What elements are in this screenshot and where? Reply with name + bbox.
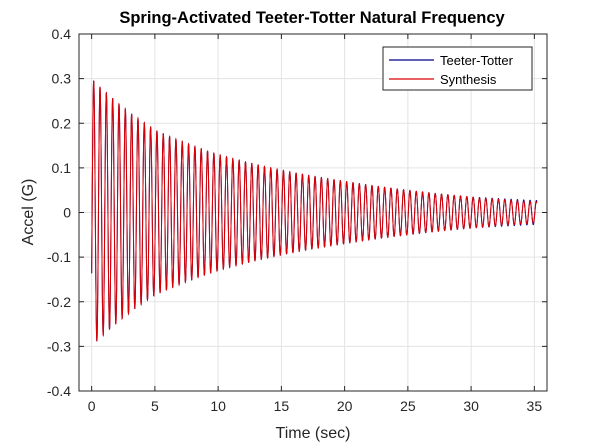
data-point — [281, 170, 282, 171]
x-tick-label: 0 — [88, 398, 96, 414]
x-tick-label: 25 — [400, 398, 416, 414]
x-tick-labels: 0 5 10 15 20 25 30 35 — [88, 398, 543, 414]
series-line-synthesis — [91, 80, 538, 342]
y-tick-label: -0.2 — [47, 294, 71, 310]
x-tick-label: 35 — [527, 398, 543, 414]
y-tick-label: -0.1 — [47, 249, 71, 265]
data-point — [534, 200, 535, 201]
data-point — [99, 344, 100, 345]
tick-marks — [79, 33, 547, 392]
x-axis-label: Time (sec) — [276, 425, 351, 442]
x-tick-label: 20 — [337, 398, 353, 414]
data-point — [471, 196, 472, 197]
data-point — [218, 154, 219, 155]
legend-label-synthesis: Synthesis — [440, 72, 497, 87]
y-tick-label: 0.2 — [52, 115, 72, 131]
y-tick-label: 0.3 — [52, 71, 72, 87]
x-tick-label: 15 — [274, 398, 290, 414]
series-layer — [91, 78, 538, 345]
x-tick-label: 10 — [210, 398, 226, 414]
y-tick-label: 0 — [63, 205, 71, 221]
legend: Teeter-Totter Synthesis — [382, 46, 533, 91]
data-point — [407, 190, 408, 191]
data-point — [154, 129, 155, 130]
data-point — [94, 78, 95, 79]
y-tick-labels: -0.4 -0.3 -0.2 -0.1 0 0.1 0.2 0.3 0.4 — [47, 26, 71, 399]
chart-title: Spring-Activated Teeter-Totter Natural F… — [119, 9, 505, 27]
y-axis-label: Accel (G) — [20, 179, 37, 246]
y-tick-label: -0.4 — [47, 383, 71, 399]
y-tick-label: 0.1 — [52, 160, 72, 176]
data-point — [534, 201, 535, 202]
x-tick-label: 30 — [463, 398, 479, 414]
y-tick-label: 0.4 — [52, 26, 72, 42]
y-tick-label: -0.3 — [47, 338, 71, 354]
data-point — [344, 181, 345, 182]
x-tick-label: 5 — [151, 398, 159, 414]
legend-box — [382, 46, 533, 91]
legend-label-teeter-totter: Teeter-Totter — [440, 53, 514, 68]
